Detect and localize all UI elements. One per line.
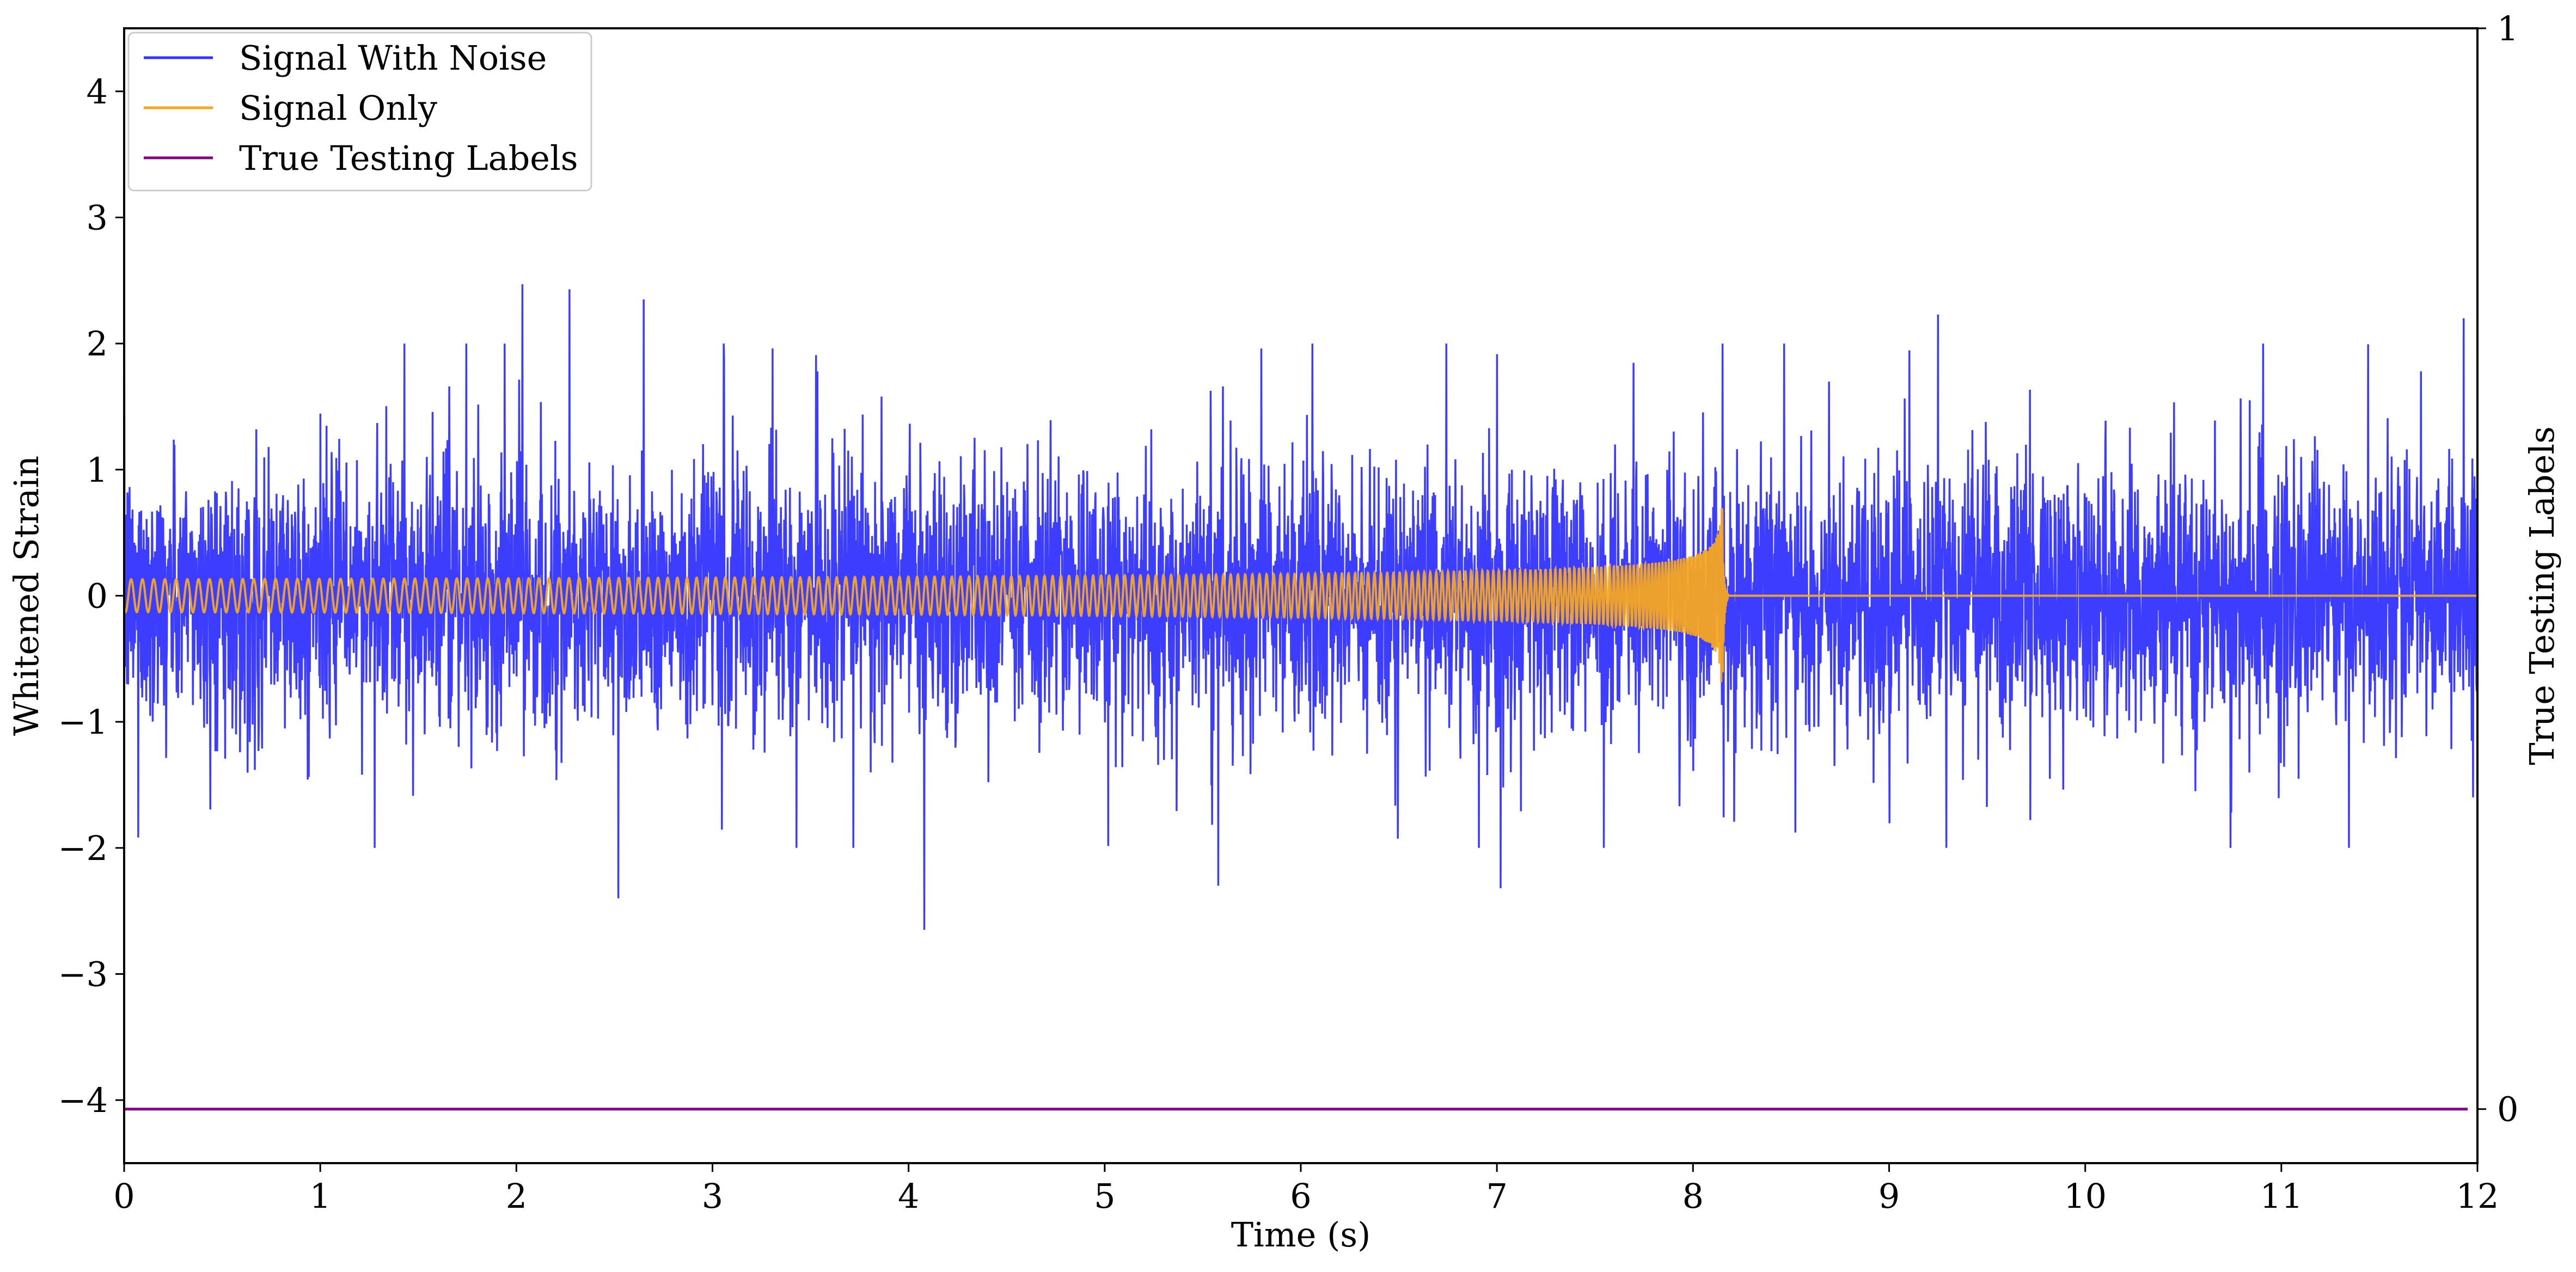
x-tick-label: 10 — [2064, 1176, 2107, 1216]
signal-only-series — [123, 508, 2477, 683]
y-tick-label: 3 — [87, 198, 108, 238]
x-tick-label: 6 — [1290, 1176, 1311, 1216]
y-tick-label: 4 — [87, 72, 108, 112]
y-axis-ticks: −4 −3 −2 −1 0 1 2 3 4 — [58, 72, 124, 1120]
y-tick-label: 1 — [87, 450, 108, 490]
x-tick-label: 4 — [898, 1176, 919, 1216]
signal-with-noise-line — [123, 192, 2479, 930]
x-tick-label: 5 — [1094, 1176, 1115, 1216]
legend-label-signal-only: Signal Only — [239, 88, 437, 128]
x-tick-label: 3 — [702, 1176, 723, 1216]
y-tick-label: −3 — [58, 955, 108, 994]
legend: Signal With Noise Signal Only True Testi… — [127, 32, 592, 192]
x-axis-ticks: 0 1 2 3 4 5 6 7 8 9 10 11 12 — [113, 1163, 2499, 1216]
legend-label-signal-with-noise: Signal With Noise — [239, 38, 547, 78]
y-tick-label: −4 — [58, 1080, 108, 1120]
y-axis-title: Whitened Strain — [7, 456, 46, 736]
x-tick-label: 9 — [1879, 1176, 1900, 1216]
y-tick-label: 0 — [87, 576, 108, 616]
y2-axis-ticks: 01 — [2477, 9, 2518, 1129]
x-tick-label: 11 — [2260, 1176, 2303, 1216]
legend-box — [127, 32, 592, 192]
x-tick-label: 12 — [2456, 1176, 2499, 1216]
signal-only-line — [123, 508, 2477, 683]
y2-axis-title: True Testing Labels — [2522, 426, 2562, 765]
legend-label-true-testing-labels: True Testing Labels — [239, 138, 578, 178]
x-tick-label: 2 — [506, 1176, 527, 1216]
x-axis-title: Time (s) — [1231, 1215, 1371, 1255]
signal-with-noise-series — [123, 192, 2479, 930]
y-tick-label: −2 — [58, 828, 108, 868]
y2-tick-label: 1 — [2497, 9, 2518, 48]
y-tick-label: 2 — [87, 324, 108, 364]
x-tick-label: 7 — [1486, 1176, 1507, 1216]
y-tick-label: −1 — [58, 702, 108, 742]
x-tick-label: 1 — [309, 1176, 331, 1216]
x-tick-label: 0 — [113, 1176, 134, 1216]
x-tick-label: 8 — [1682, 1176, 1704, 1216]
y2-tick-label: 0 — [2497, 1090, 2518, 1129]
